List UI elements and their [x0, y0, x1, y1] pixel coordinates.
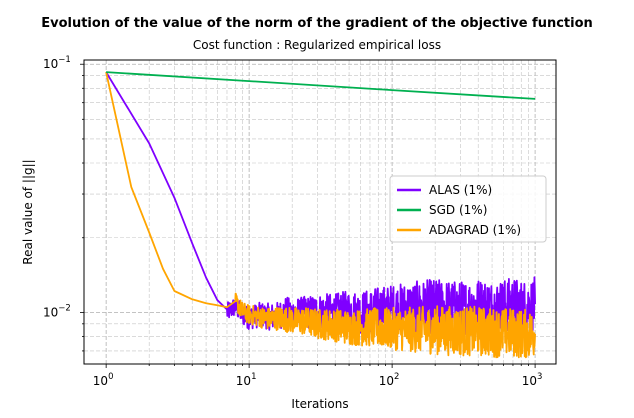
y-tick-label: 10−1: [43, 55, 71, 71]
chart-subtitle: Cost function : Regularized empirical lo…: [193, 38, 441, 52]
y-axis-ticks: 10−2 10−1: [43, 55, 84, 352]
series-line-sgd: [106, 71, 536, 100]
x-tick-label: 102: [379, 372, 400, 388]
x-axis-ticks: 100 101 102 103: [93, 364, 543, 388]
legend: ALAS (1%) SGD (1%) ADAGRAD (1%): [389, 175, 547, 243]
legend-label-adagrad: ADAGRAD (1%): [429, 223, 521, 237]
legend-box: [389, 175, 547, 243]
y-tick-label: 10−2: [43, 303, 71, 319]
x-tick-label: 101: [236, 372, 257, 388]
x-tick-label: 103: [522, 372, 543, 388]
legend-label-sgd: SGD (1%): [429, 203, 487, 217]
x-axis-label: Iterations: [291, 397, 348, 411]
x-tick-label: 100: [93, 372, 114, 388]
plot-frame: [83, 59, 557, 365]
series-line-adagrad: [105, 71, 536, 359]
chart-title: Evolution of the value of the norm of th…: [41, 16, 593, 31]
legend-label-alas: ALAS (1%): [429, 183, 492, 197]
y-axis-label: Real value of ||g||: [21, 159, 35, 264]
series-layer: [105, 71, 536, 359]
